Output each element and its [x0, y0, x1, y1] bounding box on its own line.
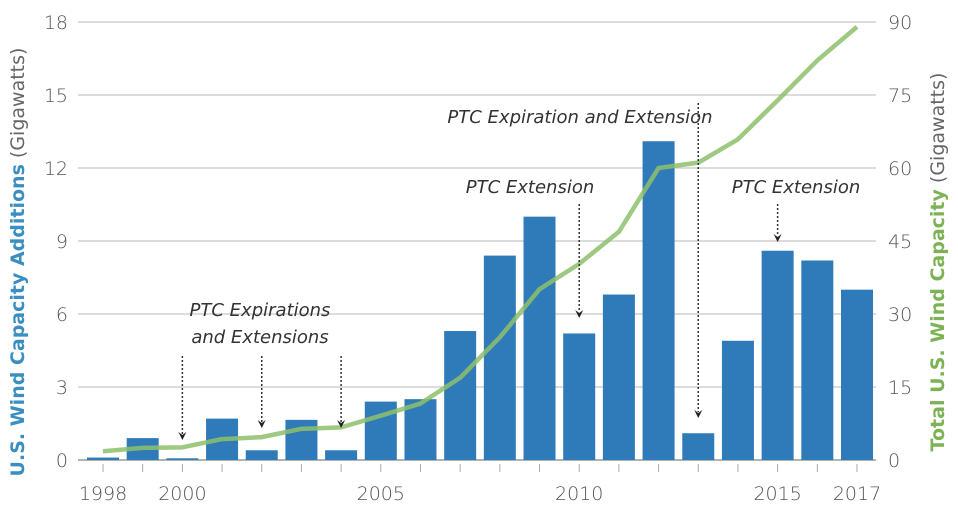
left-tick-label: 12: [44, 158, 68, 180]
left-tick-label: 6: [56, 304, 68, 326]
right-tick-label: 30: [888, 304, 912, 326]
right-tick-label: 45: [888, 231, 912, 253]
x-tick-label: 2000: [158, 483, 206, 505]
bar-2014: [721, 340, 754, 460]
x-tick-label: 1998: [79, 483, 127, 505]
x-tick-label: 2015: [753, 483, 801, 505]
arrowhead-icon: [178, 432, 187, 440]
bar-2013: [682, 433, 715, 460]
right-tick-label: 60: [888, 158, 912, 180]
right-axis-label-unit: (Gigawatts): [927, 73, 949, 190]
bar-2003: [285, 419, 318, 460]
annotation-label: PTC Extension: [732, 177, 861, 198]
bar-2017: [841, 289, 873, 460]
bar-2016: [801, 260, 834, 460]
bar-2012: [642, 141, 675, 460]
arrowhead-icon: [575, 310, 584, 318]
bars: [87, 141, 873, 460]
arrowhead-icon: [773, 234, 782, 242]
left-axis-label-unit: (Gigawatts): [7, 48, 29, 165]
annotation-label: PTC Extension: [466, 177, 595, 198]
arrowhead-icon: [337, 420, 346, 428]
left-axis-label: U.S. Wind Capacity Additions (Gigawatts): [7, 48, 29, 477]
gridlines: [78, 21, 876, 461]
bar-2008: [483, 255, 516, 460]
annotations: PTC Expirations and Extensions PTC Extensi…: [178, 103, 860, 440]
annotation-label: PTC Expiration and Extension: [447, 107, 712, 128]
axis-ticks: 0 0 3 15 6 30 9 45 12 60 15 75 18 90 1998 2000 2005 2010 2…: [44, 12, 912, 505]
left-axis-label-main: U.S. Wind Capacity Additions: [7, 164, 29, 476]
annotation-label: PTC Expirations: [190, 300, 331, 321]
bar-2006: [404, 399, 437, 460]
right-axis-label: Total U.S. Wind Capacity (Gigawatts): [927, 73, 949, 452]
bar-2009: [523, 216, 556, 460]
left-tick-label: 0: [56, 450, 68, 472]
left-tick-label: 3: [56, 377, 68, 399]
bar-2011: [602, 294, 635, 460]
annotation-label: and Extensions: [191, 327, 328, 348]
x-tick-label: 2010: [555, 483, 603, 505]
bar-2000: [166, 458, 199, 460]
x-tick-label: 2017: [833, 483, 881, 505]
right-tick-label: 15: [888, 377, 912, 399]
right-tick-label: 0: [888, 450, 900, 472]
bar-2007: [444, 331, 477, 460]
left-tick-label: 18: [44, 12, 68, 34]
arrowhead-icon: [694, 410, 703, 418]
bar-2002: [245, 450, 278, 460]
right-axis-label-main: Total U.S. Wind Capacity: [927, 189, 949, 452]
x-tick-label: 2005: [357, 483, 405, 505]
bar-2010: [563, 333, 596, 460]
right-tick-label: 75: [888, 85, 912, 107]
cumulative-line: [102, 25, 859, 454]
bar-1998: [87, 457, 119, 460]
arrowhead-icon: [257, 420, 266, 428]
left-tick-label: 9: [56, 231, 68, 253]
right-tick-label: 90: [888, 12, 912, 34]
bar-2015: [761, 250, 794, 460]
bar-2004: [325, 450, 358, 460]
left-tick-label: 15: [44, 85, 68, 107]
total-capacity-line: [102, 25, 859, 454]
